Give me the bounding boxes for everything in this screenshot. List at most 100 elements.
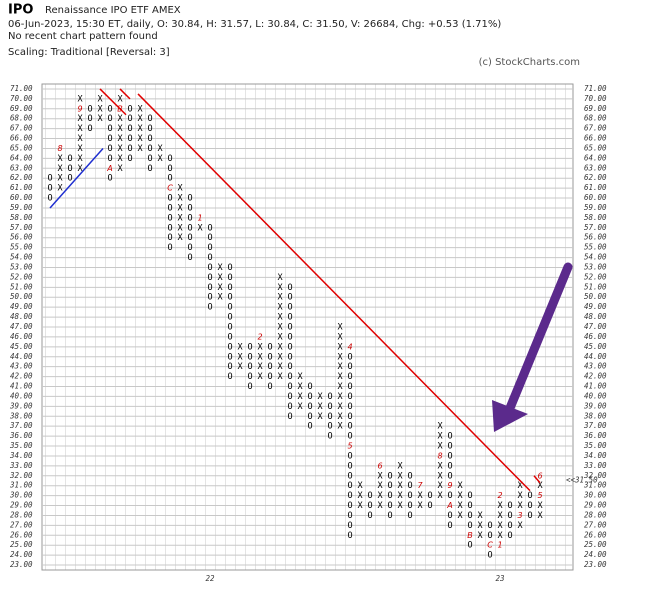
box: X (217, 293, 223, 303)
box: O (207, 263, 212, 273)
y-tick-label: 33.00 (9, 461, 33, 470)
y-tick-label: 51.00 (10, 282, 33, 291)
y-tick-label: 32.00 (9, 471, 33, 480)
y-tick-label: 31.00 (9, 481, 33, 490)
y-tick-label: 40.00 (10, 391, 33, 400)
y-tick-label-right: 49.00 (584, 302, 607, 311)
box: X (117, 114, 123, 124)
y-tick-label: 46.00 (10, 332, 33, 341)
y-tick-label: 49.00 (10, 302, 33, 311)
y-tick-label: 47.00 (10, 322, 33, 331)
box: O (347, 392, 352, 402)
box: O (187, 213, 192, 223)
box: O (427, 491, 432, 501)
y-tick-label-right: 42.00 (584, 372, 607, 381)
box: X (157, 144, 163, 154)
box: O (127, 104, 132, 114)
box: O (287, 392, 292, 402)
box: X (377, 471, 383, 481)
y-tick-label: 39.00 (9, 401, 33, 410)
box: X (177, 223, 183, 233)
box: O (527, 501, 532, 511)
box: O (167, 203, 172, 213)
box: O (367, 491, 372, 501)
box: X (457, 491, 463, 501)
box: O (187, 223, 192, 233)
box: X (177, 203, 183, 213)
box: X (77, 144, 83, 154)
quote-info: 06-Jun-2023, 15:30 ET, daily, O: 30.84, … (8, 19, 501, 30)
box: O (347, 471, 352, 481)
box: X (177, 213, 183, 223)
box: O (227, 352, 232, 362)
box: O (267, 362, 272, 372)
box: X (237, 362, 243, 372)
box: O (47, 174, 52, 184)
y-tick-label-right: 38.00 (583, 411, 607, 420)
month-marker: 1 (197, 213, 202, 222)
box: O (527, 511, 532, 521)
last-price-label: <<31.50 (566, 476, 598, 485)
box: X (477, 511, 483, 521)
y-tick-label: 36.00 (9, 431, 33, 440)
box: O (327, 402, 332, 412)
box: X (117, 144, 123, 154)
box: O (287, 382, 292, 392)
y-tick-label-right: 35.00 (583, 441, 607, 450)
box: O (447, 451, 452, 461)
box: X (77, 154, 83, 164)
y-tick-label: 69.00 (10, 104, 33, 113)
y-tick-label-right: 66.00 (584, 134, 607, 143)
box: O (447, 511, 452, 521)
y-tick-label-right: 54.00 (584, 253, 607, 262)
box: O (107, 114, 112, 124)
box: X (77, 114, 83, 124)
box: O (227, 372, 232, 382)
box: O (347, 521, 352, 531)
box: O (327, 392, 332, 402)
box: X (437, 461, 443, 471)
box: X (237, 342, 243, 352)
box: X (277, 362, 283, 372)
box: O (407, 491, 412, 501)
y-tick-label: 28.00 (10, 510, 33, 519)
box: X (277, 303, 283, 313)
box: O (227, 313, 232, 323)
box: O (287, 293, 292, 303)
box: O (347, 531, 352, 541)
y-tick-label: 50.00 (10, 292, 33, 301)
y-tick-label: 44.00 (10, 352, 33, 361)
box: O (287, 352, 292, 362)
box: O (227, 293, 232, 303)
box: O (227, 362, 232, 372)
y-tick-label: 67.00 (10, 124, 33, 133)
box: X (517, 501, 523, 511)
box: O (347, 402, 352, 412)
box: O (187, 194, 192, 204)
month-marker: 9 (447, 481, 452, 490)
box: O (287, 412, 292, 422)
box: O (307, 422, 312, 432)
box: O (207, 233, 212, 243)
box: X (337, 382, 343, 392)
y-tick-label: 43.00 (10, 362, 33, 371)
month-marker: 2 (497, 491, 502, 500)
box: X (117, 134, 123, 144)
box: O (347, 412, 352, 422)
box: O (347, 422, 352, 432)
box: X (297, 402, 303, 412)
box: X (257, 362, 263, 372)
box: O (327, 412, 332, 422)
y-tick-label: 57.00 (10, 223, 33, 232)
y-tick-label-right: 29.00 (584, 501, 607, 510)
box: X (177, 184, 183, 194)
box: O (147, 164, 152, 174)
box: O (307, 412, 312, 422)
box: X (97, 104, 103, 114)
box: O (247, 382, 252, 392)
box: X (117, 124, 123, 134)
y-tick-label: 71.00 (10, 84, 33, 93)
box: O (487, 551, 492, 561)
x-year-label: 22 (205, 574, 215, 583)
box: X (117, 164, 123, 174)
